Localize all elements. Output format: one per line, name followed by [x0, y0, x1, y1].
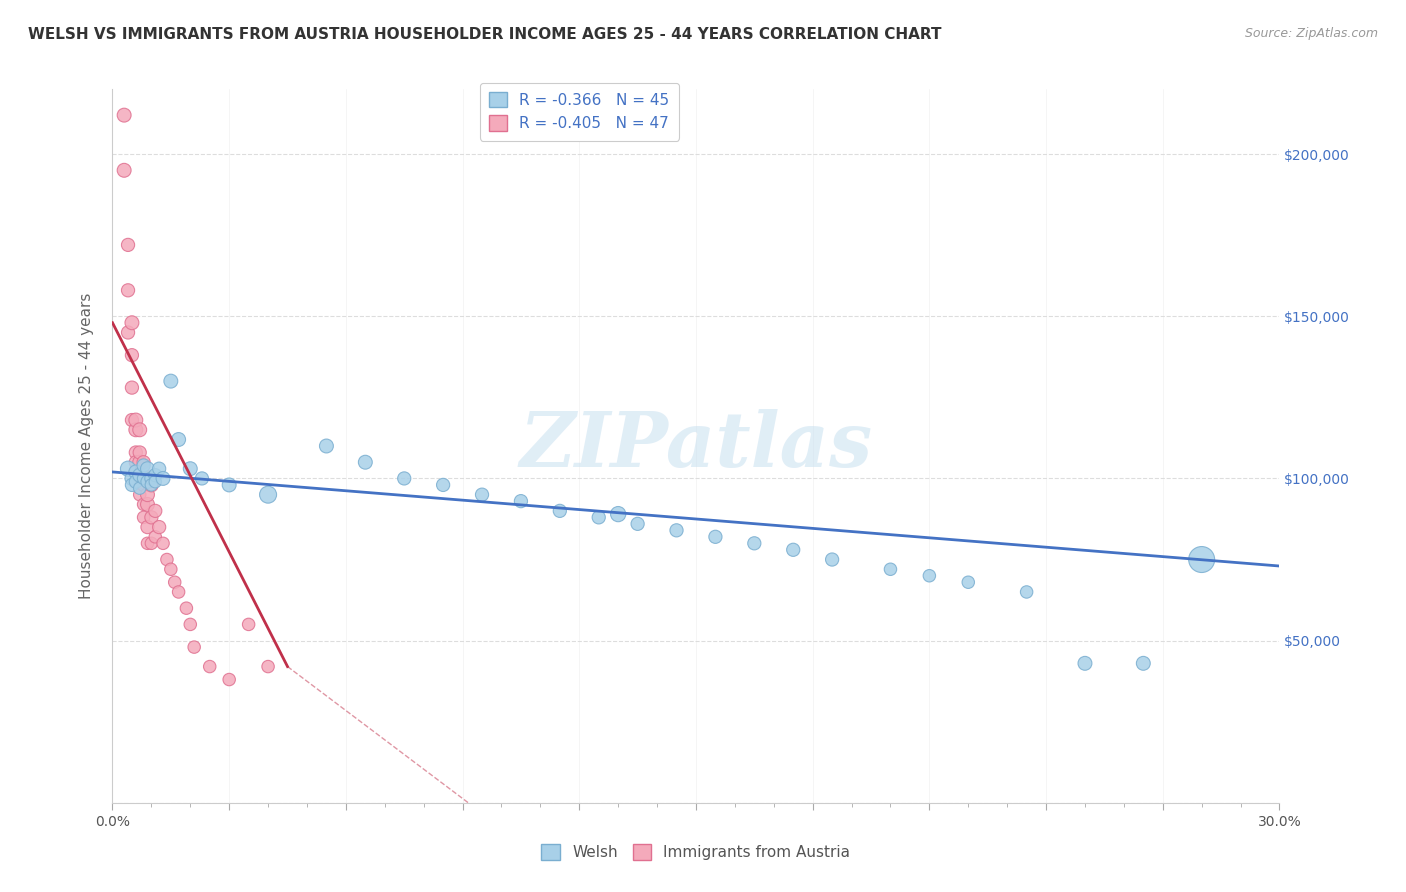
- Point: [704, 530, 727, 544]
- Point: [509, 494, 531, 508]
- Point: [782, 542, 804, 557]
- Point: [1191, 552, 1213, 566]
- Point: [141, 536, 163, 550]
- Point: [128, 455, 150, 469]
- Point: [125, 465, 148, 479]
- Point: [1132, 657, 1154, 671]
- Legend: Welsh, Immigrants from Austria: Welsh, Immigrants from Austria: [536, 838, 856, 866]
- Point: [257, 659, 280, 673]
- Point: [218, 673, 240, 687]
- Point: [879, 562, 901, 576]
- Point: [132, 497, 155, 511]
- Point: [121, 316, 143, 330]
- Point: [117, 461, 139, 475]
- Y-axis label: Householder Income Ages 25 - 44 years: Householder Income Ages 25 - 44 years: [79, 293, 94, 599]
- Point: [136, 471, 159, 485]
- Point: [156, 552, 179, 566]
- Point: [121, 348, 143, 362]
- Point: [548, 504, 571, 518]
- Point: [141, 510, 163, 524]
- Point: [257, 488, 280, 502]
- Point: [128, 481, 150, 495]
- Point: [136, 520, 159, 534]
- Point: [143, 468, 166, 483]
- Point: [160, 374, 183, 388]
- Point: [125, 475, 148, 489]
- Point: [136, 461, 159, 475]
- Point: [821, 552, 844, 566]
- Point: [128, 471, 150, 485]
- Point: [121, 381, 143, 395]
- Point: [394, 471, 416, 485]
- Point: [117, 283, 139, 297]
- Text: ZIPatlas: ZIPatlas: [519, 409, 873, 483]
- Point: [132, 510, 155, 524]
- Point: [218, 478, 240, 492]
- Point: [117, 238, 139, 252]
- Point: [1015, 585, 1038, 599]
- Point: [588, 510, 610, 524]
- Point: [112, 108, 135, 122]
- Point: [179, 461, 201, 475]
- Point: [607, 507, 630, 521]
- Point: [160, 562, 183, 576]
- Point: [125, 455, 148, 469]
- Point: [143, 475, 166, 489]
- Point: [128, 471, 150, 485]
- Point: [432, 478, 454, 492]
- Point: [143, 504, 166, 518]
- Point: [141, 471, 163, 485]
- Point: [128, 488, 150, 502]
- Point: [143, 530, 166, 544]
- Point: [471, 488, 494, 502]
- Point: [128, 445, 150, 459]
- Point: [198, 659, 221, 673]
- Point: [132, 455, 155, 469]
- Point: [125, 445, 148, 459]
- Point: [136, 475, 159, 489]
- Point: [148, 520, 170, 534]
- Point: [121, 478, 143, 492]
- Point: [128, 423, 150, 437]
- Point: [132, 458, 155, 473]
- Point: [121, 413, 143, 427]
- Point: [132, 471, 155, 485]
- Point: [125, 413, 148, 427]
- Point: [152, 471, 174, 485]
- Point: [627, 516, 650, 531]
- Point: [167, 585, 190, 599]
- Point: [132, 478, 155, 492]
- Point: [136, 488, 159, 502]
- Point: [117, 326, 139, 340]
- Point: [112, 163, 135, 178]
- Point: [191, 471, 214, 485]
- Point: [167, 433, 190, 447]
- Point: [176, 601, 198, 615]
- Point: [128, 468, 150, 483]
- Point: [141, 478, 163, 492]
- Point: [918, 568, 941, 582]
- Point: [136, 497, 159, 511]
- Text: Source: ZipAtlas.com: Source: ZipAtlas.com: [1244, 27, 1378, 40]
- Point: [125, 423, 148, 437]
- Point: [152, 536, 174, 550]
- Point: [315, 439, 337, 453]
- Point: [957, 575, 980, 590]
- Point: [238, 617, 260, 632]
- Point: [125, 465, 148, 479]
- Point: [183, 640, 205, 654]
- Point: [121, 471, 143, 485]
- Point: [1074, 657, 1097, 671]
- Point: [163, 575, 186, 590]
- Text: WELSH VS IMMIGRANTS FROM AUSTRIA HOUSEHOLDER INCOME AGES 25 - 44 YEARS CORRELATI: WELSH VS IMMIGRANTS FROM AUSTRIA HOUSEHO…: [28, 27, 942, 42]
- Point: [148, 461, 170, 475]
- Point: [744, 536, 766, 550]
- Point: [354, 455, 377, 469]
- Point: [141, 478, 163, 492]
- Point: [179, 617, 201, 632]
- Point: [665, 524, 688, 538]
- Point: [136, 536, 159, 550]
